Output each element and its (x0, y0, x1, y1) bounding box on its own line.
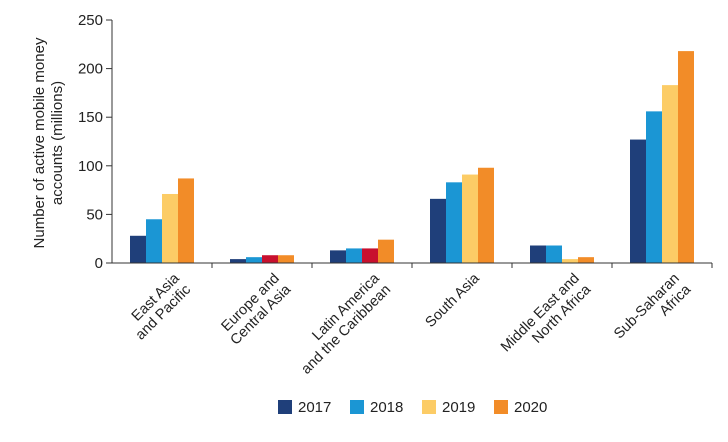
category-label: South Asia (422, 270, 483, 331)
bar-2020-cat-5 (678, 51, 694, 263)
bar-2019-cat-0 (162, 193, 178, 263)
category-label: Latin Americaand the Caribbean (287, 270, 395, 378)
bar-2017-cat-3 (430, 198, 446, 263)
bar-2017-cat-4 (530, 245, 546, 263)
y-axis-label-line: Number of active mobile money (31, 37, 48, 248)
category-label-line: South Asia (422, 270, 483, 331)
bar-2018-cat-1 (246, 257, 262, 263)
legend-swatch (494, 400, 508, 414)
bar-2018-cat-2 (346, 248, 362, 263)
y-tick-label: 250 (78, 12, 103, 29)
legend-label: 2018 (370, 399, 403, 416)
bar-2020-cat-2 (378, 239, 394, 263)
bar-2017-cat-0 (130, 235, 146, 263)
bar-2018-cat-0 (146, 219, 162, 263)
legend-label: 2020 (514, 399, 547, 416)
bar-2019-cat-3 (462, 174, 478, 263)
category-label: Middle East andNorth Africa (498, 270, 595, 367)
legend-label: 2017 (298, 399, 331, 416)
bar-2018-cat-3 (446, 182, 462, 263)
category-label: East Asiaand Pacific (121, 270, 194, 343)
y-tick-label: 100 (78, 158, 103, 175)
bar-2018-cat-4 (546, 245, 562, 263)
y-axis-ticks: 0 50 100 150 200 250 (78, 12, 113, 272)
category-label: Sub-SaharanAfrica (611, 270, 695, 354)
legend-label: 2019 (442, 399, 475, 416)
bar-2020-cat-3 (478, 167, 494, 263)
legend-swatch (422, 400, 436, 414)
x-axis (112, 262, 713, 268)
bars (130, 51, 694, 264)
bar-2017-cat-2 (330, 250, 346, 263)
category-labels: East Asiaand Pacific Europe andCentral As… (121, 270, 695, 378)
y-axis-title: Number of active mobile moneyaccounts (m… (31, 37, 66, 248)
bar-2020-cat-0 (178, 178, 194, 263)
bar-2020-cat-4 (578, 257, 594, 263)
y-axis-label-line: accounts (millions) (49, 81, 66, 205)
bar-2019-cat-4 (562, 259, 578, 263)
legend: 2017 2018 2019 2020 (278, 399, 547, 416)
bar-2020-cat-1 (278, 255, 294, 263)
bar-2017-cat-1 (230, 259, 246, 263)
y-tick-label: 0 (95, 255, 103, 272)
bar-2018-cat-5 (646, 111, 662, 263)
bar-2017-cat-5 (630, 139, 646, 263)
bar-2019-cat-5 (662, 85, 678, 264)
legend-swatch (350, 400, 364, 414)
y-tick-label: 200 (78, 61, 103, 78)
y-tick-label: 150 (78, 109, 103, 126)
bar-2019-cat-1 (262, 255, 278, 263)
legend-swatch (278, 400, 292, 414)
bar-2019-cat-2 (362, 248, 378, 263)
y-axis-label: Number of active mobile moneyaccounts (m… (31, 37, 66, 248)
y-tick-label: 50 (86, 206, 103, 223)
category-label: Europe andCentral Asia (216, 270, 295, 349)
